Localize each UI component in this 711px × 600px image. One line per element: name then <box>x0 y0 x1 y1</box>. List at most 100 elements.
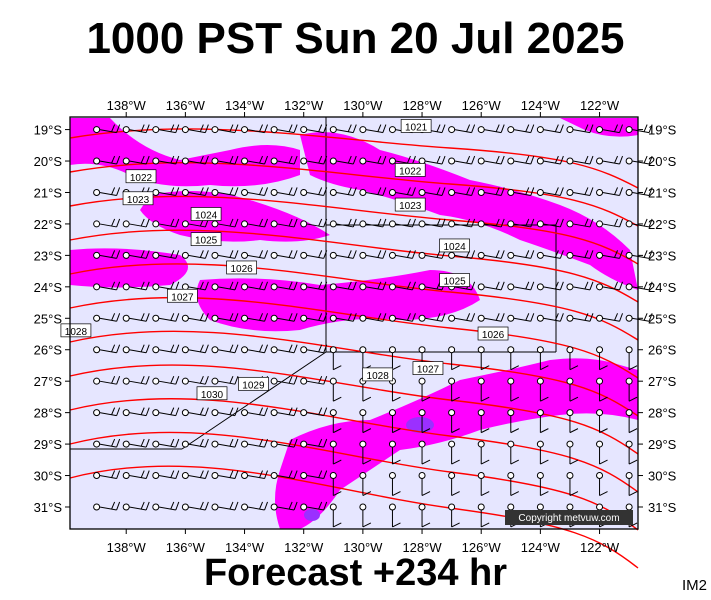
isobar-label: 1022 <box>394 163 426 177</box>
wind-barb <box>270 218 298 228</box>
wind-barb <box>418 218 446 228</box>
wind-barb <box>388 409 401 434</box>
isobar-value: 1025 <box>443 277 466 288</box>
isobar-value: 1029 <box>242 380 265 391</box>
wind-barb <box>93 281 121 291</box>
wind-barb <box>241 470 269 480</box>
wind-barb <box>211 407 239 417</box>
isobar-value: 1027 <box>417 365 440 376</box>
wind-barb <box>418 187 446 196</box>
wind-barb <box>329 313 357 322</box>
longitude-label: 136°W <box>166 540 206 555</box>
wind-barb <box>448 472 460 496</box>
wind-barb <box>477 472 490 496</box>
longitude-label: 132°W <box>284 98 324 113</box>
wind-barb <box>181 155 209 165</box>
wind-barb <box>270 187 298 196</box>
isobar-line <box>69 161 639 227</box>
wind-barb <box>300 187 328 196</box>
wind-barb <box>122 124 150 134</box>
wind-barb <box>448 218 476 228</box>
wind-barb <box>329 346 342 371</box>
wind-barb <box>93 438 121 448</box>
isobar-line <box>69 431 639 531</box>
wind-barb <box>536 250 564 259</box>
latitude-label: 30°S <box>648 469 677 484</box>
wind-barb <box>625 472 638 496</box>
longitude-label: 128°W <box>402 540 442 555</box>
wind-barb <box>625 281 653 291</box>
copyright-box: Copyright metvuw.com <box>505 510 633 525</box>
wind-barb <box>300 124 328 134</box>
wind-barb <box>566 409 579 434</box>
wind-barb <box>93 501 121 511</box>
wind-barb <box>388 440 401 465</box>
wind-barb <box>122 313 150 322</box>
wind-barb <box>388 187 416 196</box>
wind-barb <box>181 375 209 385</box>
wind-barb <box>152 218 180 228</box>
wind-barb <box>448 346 460 371</box>
wind-barb <box>270 313 298 322</box>
latitude-label: 21°S <box>34 185 63 200</box>
wind-barb <box>211 250 239 259</box>
longitude-label: 134°W <box>225 98 265 113</box>
wind-barb <box>477 377 490 402</box>
longitude-label: 126°W <box>462 540 502 555</box>
isobar-value: 1030 <box>201 390 224 401</box>
wind-barb <box>477 281 505 291</box>
wind-barb <box>388 313 416 322</box>
wind-barb <box>122 407 150 417</box>
wind-barb <box>536 313 564 322</box>
wind-barb <box>300 155 328 165</box>
wind-barb <box>448 409 460 434</box>
wind-barb <box>388 218 416 228</box>
isobar-label: 1028 <box>60 323 92 338</box>
latitude-label: 26°S <box>34 343 63 358</box>
wind-barb <box>211 501 239 511</box>
wind-barb <box>300 470 328 480</box>
wind-barb <box>448 155 476 165</box>
wind-barb <box>122 501 150 511</box>
latitude-label: 20°S <box>34 154 63 169</box>
isobar-line <box>69 128 639 189</box>
wind-barb <box>93 250 121 259</box>
wind-barb <box>181 501 209 511</box>
wind-barb <box>388 503 401 528</box>
wind-barb <box>448 377 460 402</box>
isobar-value: 1022 <box>130 173 153 184</box>
wind-barb <box>536 124 564 134</box>
isobar-value: 1022 <box>399 166 422 177</box>
wind-barb <box>536 472 549 496</box>
wind-barb <box>300 218 328 228</box>
wind-barb <box>329 155 357 165</box>
latitude-label: 27°S <box>648 374 677 389</box>
wind-barb <box>300 281 328 291</box>
wind-barb <box>152 438 180 448</box>
wind-barb <box>152 124 180 134</box>
wind-barb <box>241 218 269 228</box>
wind-barb <box>536 155 564 165</box>
wind-barb <box>477 346 490 371</box>
wind-barb <box>270 344 298 354</box>
wind-barb <box>181 250 209 259</box>
wind-barb <box>566 313 594 322</box>
wind-barb <box>270 375 298 385</box>
wind-barb <box>596 124 624 134</box>
wind-barb <box>211 281 239 291</box>
latitude-label: 19°S <box>34 123 63 138</box>
wind-barb <box>211 313 239 322</box>
wind-barb <box>329 409 342 434</box>
wind-barb <box>507 218 535 228</box>
wind-barb <box>329 472 342 496</box>
latitude-label: 29°S <box>34 437 63 452</box>
wind-barb <box>418 503 431 528</box>
wind-barb <box>596 218 624 228</box>
wind-barb <box>418 250 446 259</box>
wind-barb <box>448 187 476 196</box>
wind-barb <box>388 155 416 165</box>
wind-barb <box>211 124 239 134</box>
rain-area <box>360 295 400 320</box>
wind-barb <box>418 409 431 434</box>
latitude-label: 19°S <box>648 123 677 138</box>
